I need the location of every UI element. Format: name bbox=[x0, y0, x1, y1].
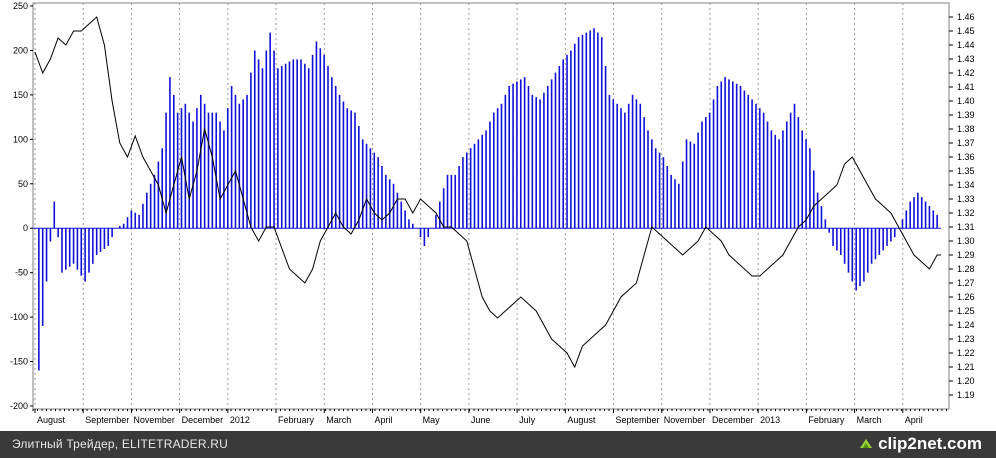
x-tick-label: 2013 bbox=[760, 415, 780, 425]
x-tick-label: November bbox=[133, 415, 175, 425]
right-axis: 1.46 1.45 1.44 1.43 1.42 1.41 1.40 1.39 1.38 1.37… bbox=[949, 12, 975, 400]
right-tick-label: 1.28 bbox=[957, 264, 975, 274]
right-tick-label: 1.22 bbox=[957, 348, 975, 358]
right-tick-label: 1.19 bbox=[957, 390, 975, 400]
left-tick-label: 100 bbox=[13, 134, 28, 144]
brand[interactable]: clip2net.com bbox=[858, 434, 982, 454]
right-tick-label: 1.40 bbox=[957, 96, 975, 106]
x-tick-label: February bbox=[278, 415, 315, 425]
left-tick-label: -100 bbox=[10, 312, 28, 322]
x-tick-label: May bbox=[423, 415, 441, 425]
right-tick-label: 1.45 bbox=[957, 26, 975, 36]
right-tick-label: 1.39 bbox=[957, 110, 975, 120]
right-tick-label: 1.33 bbox=[957, 194, 975, 204]
x-tick-label: December bbox=[712, 415, 754, 425]
right-tick-label: 1.21 bbox=[957, 362, 975, 372]
x-tick-label: 2012 bbox=[230, 415, 250, 425]
right-tick-label: 1.23 bbox=[957, 334, 975, 344]
x-tick-label: August bbox=[567, 415, 596, 425]
right-tick-label: 1.38 bbox=[957, 124, 975, 134]
x-tick-label: February bbox=[808, 415, 845, 425]
footer-source-text: Элитный Трейдер, ELITETRADER.RU bbox=[12, 437, 228, 451]
right-tick-label: 1.32 bbox=[957, 208, 975, 218]
right-tick-label: 1.44 bbox=[957, 40, 975, 50]
left-tick-label: -150 bbox=[10, 357, 28, 367]
x-tick-label: September bbox=[85, 415, 129, 425]
x-tick-label: March bbox=[326, 415, 351, 425]
x-tick-label: September bbox=[616, 415, 660, 425]
right-tick-label: 1.43 bbox=[957, 54, 975, 64]
left-tick-label: 50 bbox=[18, 179, 28, 189]
right-tick-label: 1.46 bbox=[957, 12, 975, 22]
right-tick-label: 1.30 bbox=[957, 236, 975, 246]
left-tick-label: 200 bbox=[13, 45, 28, 55]
right-tick-label: 1.41 bbox=[957, 82, 975, 92]
right-tick-label: 1.34 bbox=[957, 180, 975, 190]
left-tick-label: -50 bbox=[15, 268, 28, 278]
x-tick-label: April bbox=[905, 415, 923, 425]
right-tick-label: 1.37 bbox=[957, 138, 975, 148]
left-axis: 250 200 150 100 50 0 -50 -100 -150 -200 bbox=[10, 1, 33, 411]
x-tick-label: April bbox=[374, 415, 392, 425]
left-tick-label: -200 bbox=[10, 401, 28, 411]
x-tick-label: June bbox=[471, 415, 491, 425]
left-tick-label: 150 bbox=[13, 90, 28, 100]
right-tick-label: 1.27 bbox=[957, 278, 975, 288]
clip2net-logo-icon bbox=[860, 439, 873, 448]
right-tick-label: 1.24 bbox=[957, 320, 975, 330]
right-tick-label: 1.31 bbox=[957, 222, 975, 232]
right-tick-label: 1.36 bbox=[957, 152, 975, 162]
x-tick-label: March bbox=[857, 415, 882, 425]
plot-frame bbox=[32, 2, 950, 410]
footer-bar: Элитный Трейдер, ELITETRADER.RU clip2net… bbox=[0, 431, 996, 458]
x-axis: August September November December 2012 Febru… bbox=[32, 409, 947, 425]
price-line bbox=[34, 16, 941, 369]
right-tick-label: 1.35 bbox=[957, 166, 975, 176]
right-tick-label: 1.42 bbox=[957, 68, 975, 78]
bar-series bbox=[38, 28, 938, 371]
x-tick-label: July bbox=[519, 415, 536, 425]
left-tick-label: 250 bbox=[13, 1, 28, 11]
x-tick-label: December bbox=[182, 415, 224, 425]
right-tick-label: 1.25 bbox=[957, 306, 975, 316]
brand-label: clip2net.com bbox=[878, 434, 982, 453]
left-tick-label: 0 bbox=[23, 223, 28, 233]
right-tick-label: 1.26 bbox=[957, 292, 975, 302]
right-tick-label: 1.20 bbox=[957, 376, 975, 386]
right-tick-label: 1.29 bbox=[957, 250, 975, 260]
x-tick-label: August bbox=[37, 415, 66, 425]
x-tick-label: November bbox=[664, 415, 706, 425]
